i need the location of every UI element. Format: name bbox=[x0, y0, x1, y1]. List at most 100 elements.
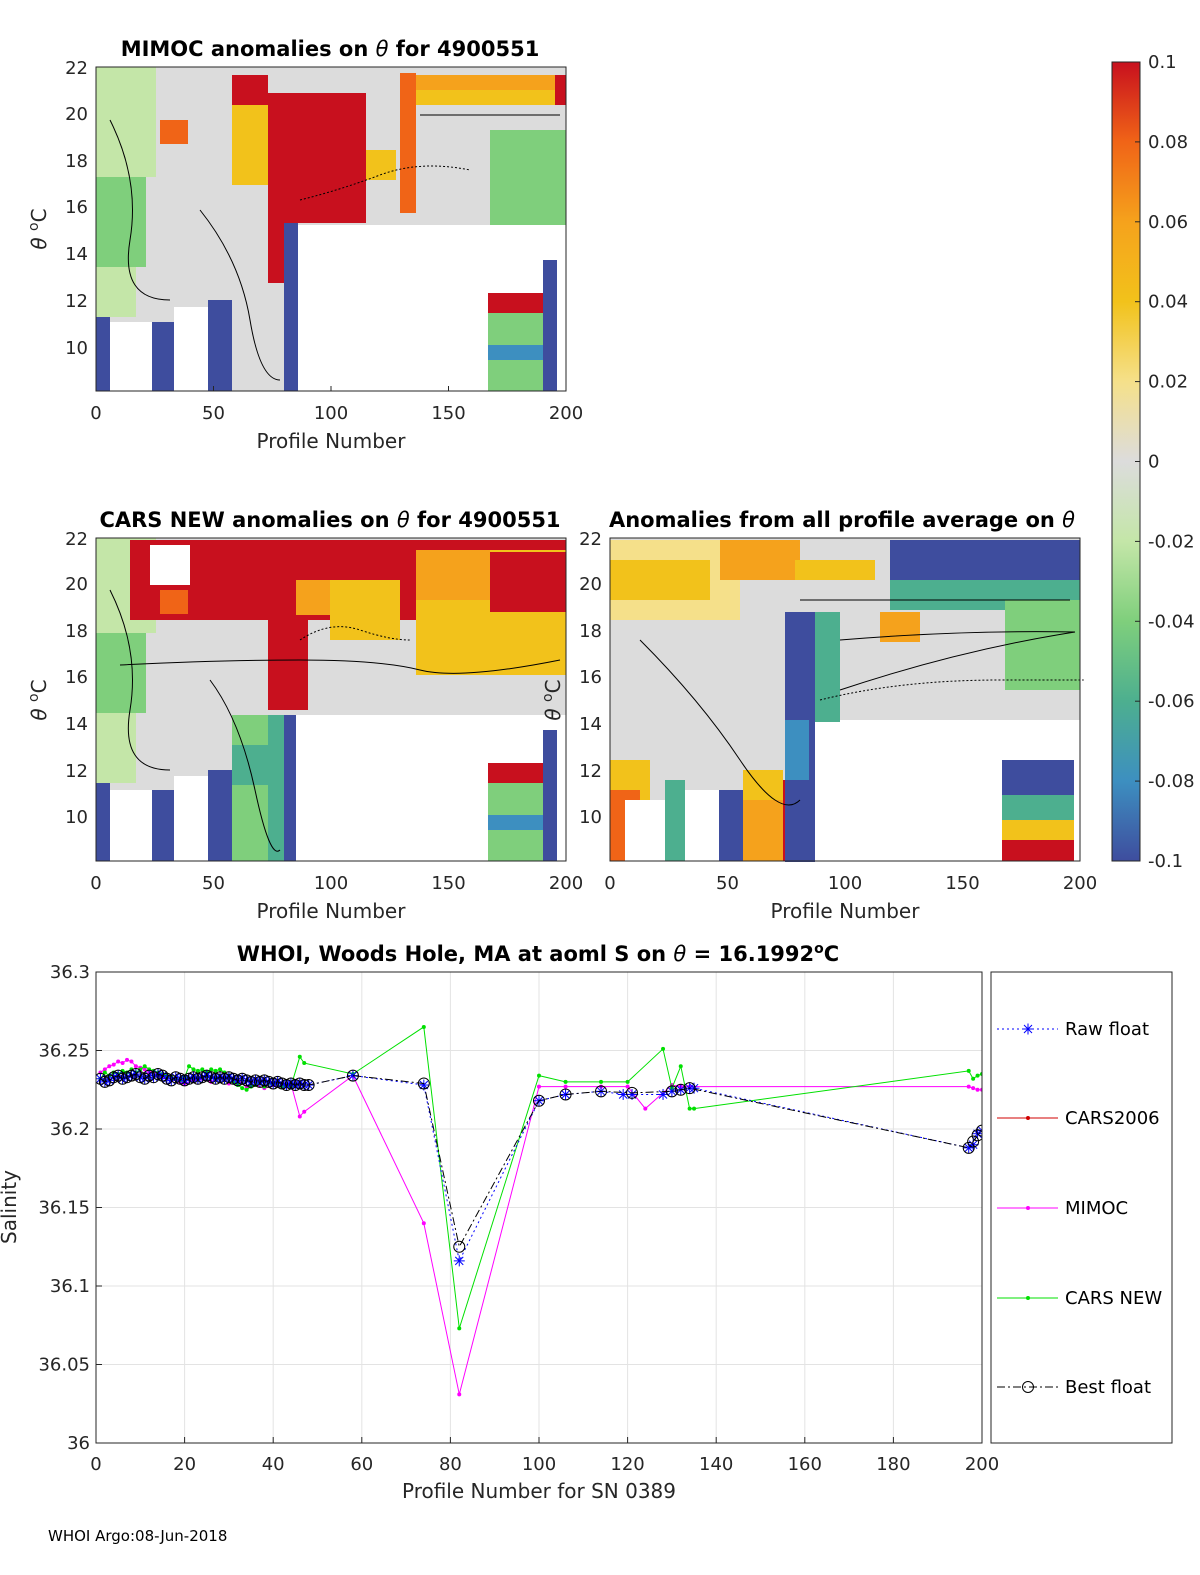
data-point-mimoc bbox=[111, 1062, 116, 1067]
x-tick-label: 0 bbox=[90, 873, 101, 894]
y-tick-label: 36.3 bbox=[50, 962, 90, 983]
salinity-series bbox=[96, 1024, 982, 1397]
colorbar-tick-label: 0.06 bbox=[1148, 212, 1188, 233]
data-point-mimoc bbox=[120, 1061, 125, 1066]
x-tick-label: 60 bbox=[350, 1454, 373, 1475]
x-tick-label: 100 bbox=[828, 873, 862, 894]
colorbar-tick-label: -0.1 bbox=[1148, 851, 1183, 872]
legend-marker bbox=[1022, 1023, 1034, 1035]
cars-axes-box bbox=[95, 537, 567, 862]
y-tick-label: 12 bbox=[579, 761, 602, 782]
y-tick-label: 22 bbox=[65, 529, 88, 550]
y-tick-label: 20 bbox=[579, 574, 602, 595]
y-tick-label: 22 bbox=[65, 58, 88, 79]
data-point-cars-new bbox=[975, 1073, 980, 1078]
data-point-raw-float bbox=[617, 1088, 629, 1100]
data-point-cars-new bbox=[421, 1024, 426, 1029]
data-point-cars-new bbox=[200, 1067, 205, 1072]
data-point-cars-new bbox=[244, 1087, 249, 1092]
data-point-cars-new bbox=[187, 1064, 192, 1069]
x-tick-label: 50 bbox=[716, 873, 739, 894]
x-tick-label: 160 bbox=[788, 1454, 822, 1475]
x-tick-label: 200 bbox=[965, 1454, 999, 1475]
x-tick-label: 40 bbox=[262, 1454, 285, 1475]
cars-xlabel: Profile Number bbox=[257, 899, 407, 923]
data-point-cars-new bbox=[537, 1073, 541, 1078]
x-tick-label: 80 bbox=[439, 1454, 462, 1475]
y-tick-label: 18 bbox=[65, 151, 88, 172]
legend-label: CARS2006 bbox=[1065, 1108, 1160, 1129]
avg-axes-box bbox=[609, 537, 1081, 862]
y-tick-label: 16 bbox=[65, 667, 88, 688]
y-tick-label: 10 bbox=[65, 338, 88, 359]
data-point-cars-new bbox=[661, 1046, 666, 1051]
colorbar: 0.1 0.08 0.06 0.04 0.02 0 -0.02 -0.04 -0.06 -0.08… bbox=[1111, 52, 1195, 872]
data-point-best-float bbox=[967, 1135, 980, 1148]
x-tick-label: 100 bbox=[522, 1454, 556, 1475]
data-point-best-float bbox=[417, 1077, 430, 1090]
mimoc-x-ticks: 0 50 100 150 200 bbox=[90, 386, 583, 424]
y-tick-label: 36.2 bbox=[50, 1119, 90, 1140]
y-tick-label: 36.05 bbox=[38, 1355, 90, 1376]
data-point-best-float bbox=[298, 1079, 311, 1092]
data-point-cars-new bbox=[142, 1064, 147, 1069]
data-point-cars-new bbox=[209, 1067, 214, 1072]
x-tick-label: 50 bbox=[202, 403, 225, 424]
cars-title: CARS NEW anomalies on θ for 4900551 bbox=[99, 508, 560, 532]
colorbar-tick-label: -0.08 bbox=[1148, 771, 1195, 792]
x-tick-label: 100 bbox=[314, 873, 348, 894]
data-point-best-float bbox=[533, 1094, 545, 1107]
data-point-best-float bbox=[674, 1083, 687, 1096]
x-tick-label: 200 bbox=[1063, 873, 1097, 894]
legend-marker bbox=[1026, 1116, 1030, 1120]
data-point-best-float bbox=[683, 1082, 696, 1095]
data-point-mimoc bbox=[297, 1114, 302, 1119]
data-point-cars-new bbox=[692, 1106, 697, 1111]
colorbar-tick-label: -0.02 bbox=[1148, 531, 1195, 552]
cars-panel: CARS NEW anomalies on θ for 4900551 bbox=[26, 508, 583, 923]
data-point-best-float bbox=[595, 1085, 608, 1098]
data-point-cars-new bbox=[599, 1079, 604, 1084]
data-point-cars-new bbox=[625, 1079, 630, 1084]
y-tick-label: 36.15 bbox=[38, 1198, 90, 1219]
colorbar-tick-label: 0.08 bbox=[1148, 132, 1188, 153]
data-point-best-float bbox=[626, 1086, 639, 1099]
avg-ylabel: θ oC bbox=[540, 679, 565, 720]
salinity-y-ticks: 36 36.05 36.1 36.15 36.2 36.25 36.3 bbox=[38, 962, 102, 1454]
x-tick-label: 200 bbox=[549, 873, 583, 894]
y-tick-label: 14 bbox=[65, 244, 88, 265]
data-point-mimoc bbox=[125, 1057, 130, 1062]
y-tick-label: 22 bbox=[579, 529, 602, 550]
mimoc-y-ticks: 10 12 14 16 18 20 22 bbox=[65, 58, 88, 359]
y-tick-label: 36.1 bbox=[50, 1276, 90, 1297]
data-point-cars-new bbox=[195, 1068, 200, 1073]
data-point-mimoc bbox=[625, 1084, 630, 1089]
x-tick-label: 0 bbox=[90, 403, 101, 424]
x-tick-label: 50 bbox=[202, 873, 225, 894]
avg-panel: Anomalies from all profile average on θ bbox=[540, 508, 1097, 923]
legend-marker bbox=[1026, 1206, 1030, 1210]
legend-item-raw-float: Raw float bbox=[997, 1019, 1149, 1040]
colorbar-tick-label: -0.06 bbox=[1148, 691, 1195, 712]
y-tick-label: 14 bbox=[579, 714, 602, 735]
legend-item-mimoc: MIMOC bbox=[997, 1198, 1128, 1219]
data-point-mimoc bbox=[971, 1086, 976, 1091]
y-tick-label: 36 bbox=[67, 1433, 90, 1454]
salinity-title: WHOI, Woods Hole, MA at aoml S on θ = 16… bbox=[237, 941, 839, 966]
mimoc-heatmap bbox=[96, 67, 566, 391]
data-point-cars-new bbox=[302, 1061, 307, 1066]
y-tick-label: 10 bbox=[579, 807, 602, 828]
data-point-cars-new bbox=[971, 1076, 976, 1081]
data-point-raw-float bbox=[453, 1255, 465, 1267]
data-point-raw-float bbox=[347, 1070, 359, 1082]
colorbar-tick-label: 0.04 bbox=[1148, 292, 1188, 313]
data-point-cars-new bbox=[457, 1326, 462, 1331]
legend-item-cars-new: CARS NEW bbox=[997, 1288, 1162, 1309]
legend-marker bbox=[1026, 1296, 1030, 1300]
x-tick-label: 140 bbox=[699, 1454, 733, 1475]
x-tick-label: 200 bbox=[549, 403, 583, 424]
x-tick-label: 180 bbox=[876, 1454, 910, 1475]
data-point-best-float bbox=[302, 1079, 315, 1092]
data-point-mimoc bbox=[975, 1087, 980, 1092]
salinity-x-ticks: 0 20 40 60 80 100 120 140 160 180 200 bbox=[90, 1437, 999, 1475]
